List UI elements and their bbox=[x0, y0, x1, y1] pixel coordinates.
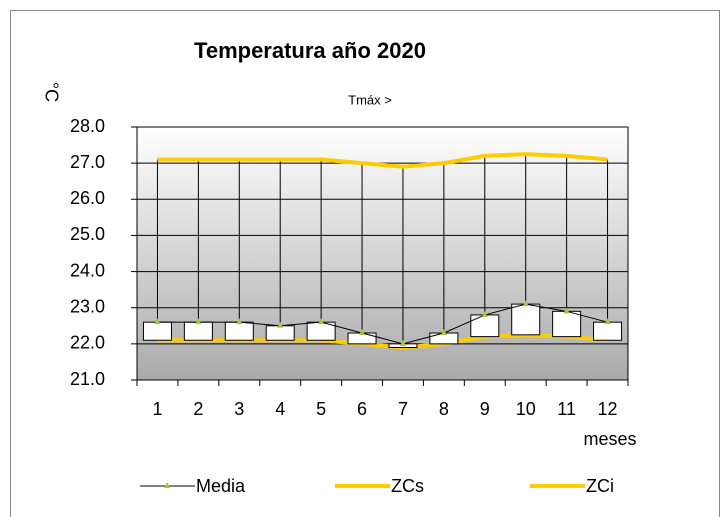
media-marker bbox=[563, 307, 570, 314]
up-down-bar bbox=[470, 314, 500, 338]
y-tick-label: 22.0 bbox=[70, 333, 105, 353]
y-tick-label: 25.0 bbox=[70, 224, 105, 244]
chart-title: Temperatura año 2020 bbox=[194, 38, 426, 63]
media-marker bbox=[154, 318, 161, 325]
media-marker bbox=[236, 318, 243, 325]
legend-label: ZCi bbox=[586, 476, 614, 496]
legend-label: ZCs bbox=[391, 476, 424, 496]
x-tick-label: 5 bbox=[316, 399, 326, 419]
x-tick-label: 9 bbox=[480, 399, 490, 419]
media-marker bbox=[440, 329, 447, 336]
media-marker bbox=[195, 318, 202, 325]
y-tick-label: 21.0 bbox=[70, 369, 105, 389]
media-line bbox=[157, 303, 608, 345]
y-axis-label: °C bbox=[41, 82, 61, 102]
x-tick-label: 7 bbox=[398, 399, 408, 419]
legend-label: Media bbox=[196, 476, 246, 496]
x-tick-label: 6 bbox=[357, 399, 367, 419]
media-marker bbox=[318, 318, 325, 325]
y-tick-label: 23.0 bbox=[70, 296, 105, 316]
x-axis-label: meses bbox=[583, 429, 636, 449]
up-down-bar bbox=[224, 321, 254, 341]
up-down-bar bbox=[552, 310, 582, 338]
media-marker bbox=[359, 329, 366, 336]
plot-area bbox=[136, 126, 629, 381]
media-marker bbox=[277, 321, 284, 328]
zone-line bbox=[157, 152, 608, 169]
up-down-bar bbox=[183, 321, 213, 341]
y-tick-label: 27.0 bbox=[70, 152, 105, 172]
legend-marker bbox=[164, 482, 170, 488]
up-down-bar bbox=[593, 321, 623, 341]
x-tick-label: 4 bbox=[275, 399, 285, 419]
x-tick-label: 2 bbox=[193, 399, 203, 419]
annotation: Tmáx > bbox=[348, 92, 392, 107]
y-tick-label: 24.0 bbox=[70, 260, 105, 280]
media-marker bbox=[522, 300, 529, 307]
x-tick-label: 12 bbox=[598, 399, 618, 419]
up-down-bar bbox=[142, 321, 172, 341]
media-marker bbox=[399, 339, 406, 346]
x-tick-label: 8 bbox=[439, 399, 449, 419]
x-tick-label: 1 bbox=[152, 399, 162, 419]
x-tick-label: 11 bbox=[557, 399, 576, 419]
media-marker bbox=[481, 310, 488, 317]
media-marker bbox=[604, 318, 611, 325]
y-tick-label: 26.0 bbox=[70, 188, 105, 208]
up-down-bar bbox=[265, 325, 295, 341]
y-tick-label: 28.0 bbox=[70, 116, 105, 136]
x-tick-label: 10 bbox=[516, 399, 536, 419]
x-tick-label: 3 bbox=[234, 399, 244, 419]
up-down-bar bbox=[511, 303, 541, 336]
